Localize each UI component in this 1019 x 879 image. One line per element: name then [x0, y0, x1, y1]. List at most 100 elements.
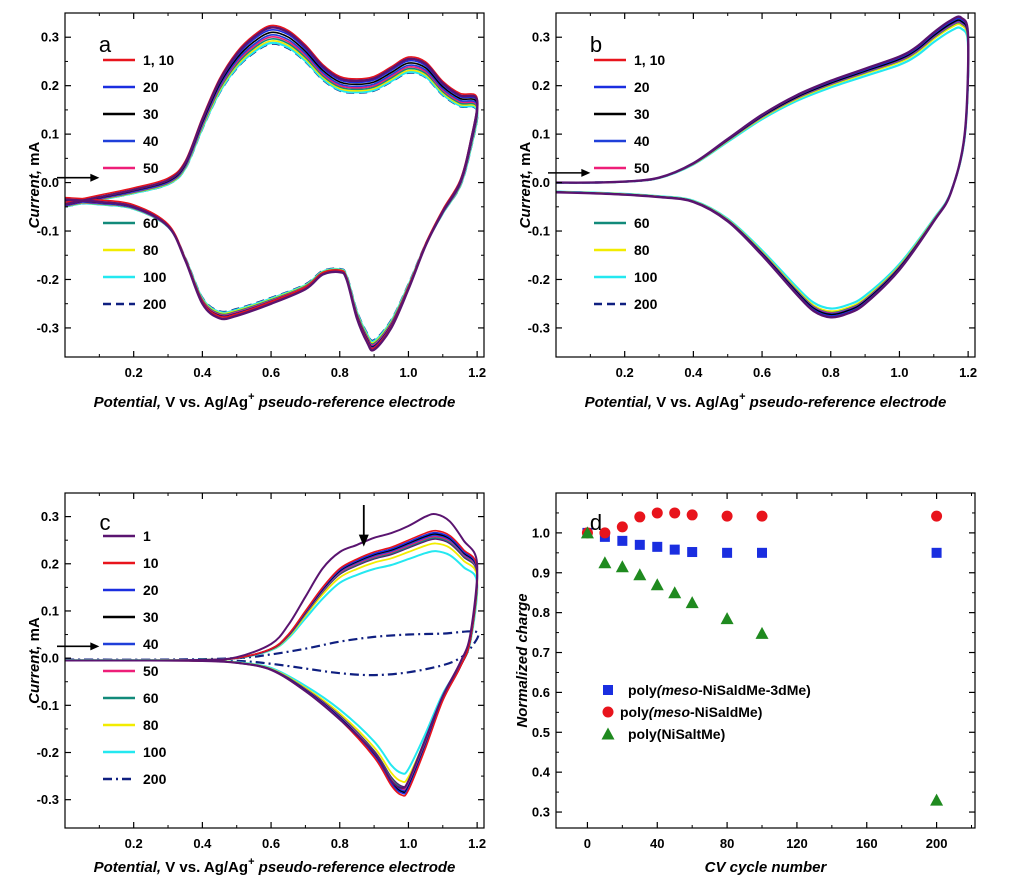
legend-marker-circle: [602, 706, 614, 718]
x-axis-label: CV cycle number: [705, 859, 828, 876]
arrow-head-icon: [90, 173, 100, 182]
cv-curve-0: [65, 512, 479, 789]
y-tick-label: -0.2: [528, 272, 550, 287]
y-tick-label: 0.7: [532, 645, 550, 660]
marker-square: [687, 547, 698, 558]
cv-curve-7: [65, 538, 479, 788]
legend-label: 40: [143, 133, 159, 149]
x-axis-label: Potential, V vs. Ag/Ag+ pseudo-reference…: [585, 391, 947, 411]
y-tick-label: 0.5: [532, 725, 550, 740]
legend-label: 100: [143, 269, 167, 285]
panel-b: 0.2 0.4 0.6 0.8 1.0 1.2 -0.3 -0.2 -0.1 0.0 0.1 0.2 0…: [517, 12, 977, 411]
x-tick-label: 0.4: [193, 836, 212, 851]
y-axis-label: Current, mA: [26, 141, 43, 228]
y-tick-label: 0.8: [532, 605, 550, 620]
panel-label: a: [99, 32, 112, 57]
legend-label: 30: [634, 106, 650, 122]
legend-label: 100: [143, 744, 167, 760]
legend-label: 60: [143, 690, 159, 706]
legend-label: 30: [143, 106, 159, 122]
marker-circle: [931, 510, 943, 522]
marker-circle: [721, 510, 733, 522]
arrow-head-icon: [581, 168, 591, 177]
panel-label: d: [590, 510, 602, 535]
cv-curve-0: [65, 26, 479, 352]
y-tick-label: -0.3: [37, 320, 59, 335]
y-tick-label: -0.3: [37, 792, 59, 807]
x-tick-label: 1.2: [468, 365, 486, 380]
x-tick-label: 160: [856, 836, 878, 851]
marker-triangle: [650, 578, 664, 591]
y-axis-label: Normalized charge: [514, 593, 531, 727]
y-tick-label: -0.2: [37, 745, 59, 760]
y-tick-label: 0.4: [532, 765, 551, 780]
legend-marker-square: [603, 685, 613, 695]
marker-triangle: [598, 556, 612, 569]
legend-label: 80: [143, 242, 159, 258]
x-tick-label: 0.6: [262, 365, 280, 380]
marker-circle: [599, 527, 611, 539]
y-tick-label: -0.1: [37, 224, 59, 239]
axes-frame: [555, 12, 976, 358]
legend-label: 20: [143, 582, 159, 598]
legend-label: 200: [143, 771, 167, 787]
x-tick-label: 0.2: [125, 365, 143, 380]
x-tick-label: 0.8: [331, 836, 349, 851]
arrow-down-head-icon: [358, 534, 369, 547]
y-tick-label: 0.2: [41, 556, 59, 571]
legend-label: 40: [634, 133, 650, 149]
marker-triangle: [685, 596, 699, 609]
y-tick-label: 0.6: [532, 685, 550, 700]
plot-area: [556, 15, 970, 319]
x-tick-label: 1.2: [468, 836, 486, 851]
plot-area: [580, 507, 944, 806]
y-tick-label: 0.1: [41, 127, 59, 142]
axes-frame: [555, 492, 976, 829]
y-tick-label: 0.9: [532, 565, 550, 580]
legend-label: 1, 10: [143, 52, 174, 68]
marker-triangle: [720, 612, 734, 625]
arrow-head-icon: [90, 642, 100, 651]
cv-curve-8: [65, 542, 479, 784]
marker-circle: [669, 507, 681, 519]
legend-label: 50: [143, 663, 159, 679]
marker-triangle: [755, 626, 769, 639]
x-tick-label: 0.4: [684, 365, 703, 380]
marker-circle: [756, 510, 768, 522]
legend-label: 1: [143, 528, 151, 544]
x-tick-label: 0: [584, 836, 591, 851]
y-tick-label: -0.3: [528, 320, 550, 335]
x-tick-label: 1.0: [399, 365, 417, 380]
y-tick-label: -0.1: [37, 698, 59, 713]
legend-label: 20: [143, 79, 159, 95]
x-tick-label: 40: [650, 836, 664, 851]
legend-label: 1, 10: [634, 52, 665, 68]
marker-triangle: [615, 560, 629, 573]
legend-label: 50: [143, 160, 159, 176]
legend-label: 80: [143, 717, 159, 733]
legend-marker-triangle: [601, 727, 615, 740]
y-tick-label: 0.3: [532, 30, 550, 45]
x-tick-label: 0.8: [331, 365, 349, 380]
y-tick-label: 0.3: [41, 30, 59, 45]
marker-circle: [651, 507, 663, 519]
y-tick-label: 0.2: [41, 78, 59, 93]
x-tick-label: 1.0: [890, 365, 908, 380]
y-tick-label: 0.3: [532, 805, 550, 820]
marker-square: [931, 547, 942, 558]
x-tick-label: 1.0: [399, 836, 417, 851]
y-tick-label: 0.2: [532, 78, 550, 93]
legend-label: poly(meso-NiSaldMe-3dMe): [628, 682, 811, 698]
legend-label: 50: [634, 160, 650, 176]
axes-frame: [64, 492, 485, 829]
marker-triangle: [633, 568, 647, 581]
x-tick-label: 120: [786, 836, 808, 851]
legend-label: poly(meso-NiSaldMe): [620, 704, 762, 720]
legend-label: 60: [634, 215, 650, 231]
legend-label: poly(NiSaltMe): [628, 726, 725, 742]
x-axis-label: Potential, V vs. Ag/Ag+ pseudo-reference…: [94, 391, 456, 411]
marker-square: [652, 541, 663, 552]
legend-label: 10: [143, 555, 159, 571]
plot-area: [65, 512, 480, 797]
x-tick-label: 0.6: [753, 365, 771, 380]
